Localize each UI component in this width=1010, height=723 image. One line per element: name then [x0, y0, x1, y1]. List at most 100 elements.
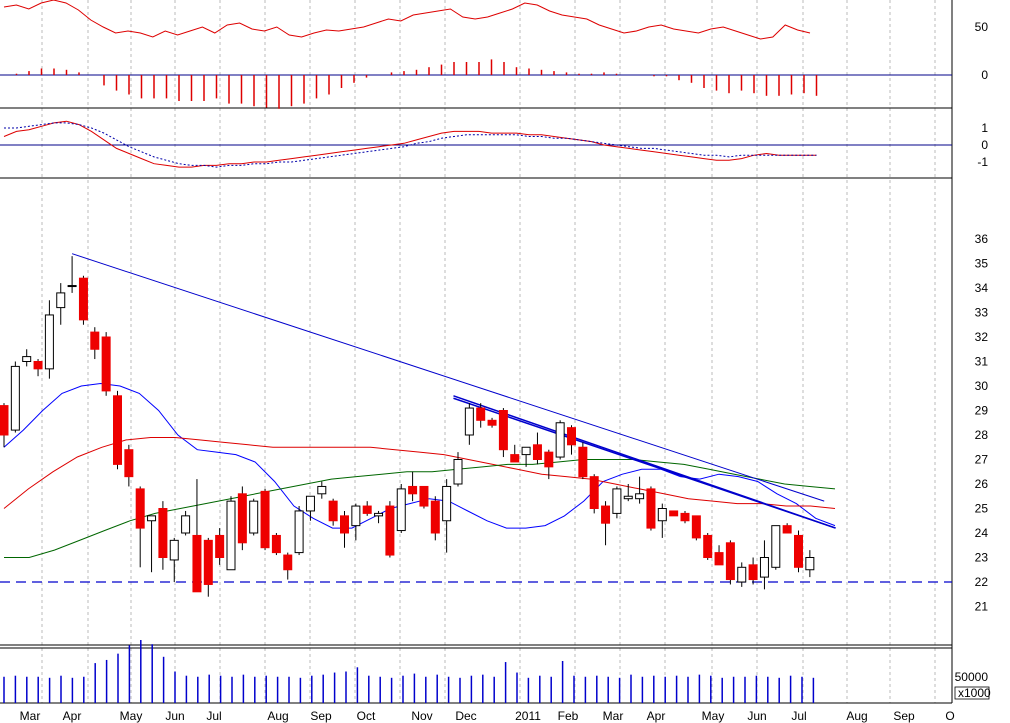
candle [328, 498, 338, 526]
candle-body [181, 515, 191, 534]
y-tick-label: 22 [975, 575, 989, 589]
candle-body [44, 314, 54, 370]
candle-body [419, 485, 429, 507]
panel-frames [0, 0, 953, 704]
candle-body [680, 512, 690, 522]
x-tick-label: 2011 [515, 709, 541, 723]
x-tick-label: Nov [411, 709, 432, 723]
y-tick-label: 50 [975, 20, 989, 34]
candle [67, 256, 77, 293]
candle [646, 486, 656, 531]
price-panel [0, 253, 952, 597]
candle [124, 444, 134, 487]
momentum-histogram-panel [0, 59, 952, 109]
candle-body [635, 493, 645, 500]
y-tick-label: 34 [975, 281, 989, 295]
candle-body [317, 485, 327, 495]
candle-body [158, 508, 168, 558]
candle [725, 540, 735, 585]
x-tick-label: Apr [647, 709, 666, 723]
candle [10, 361, 20, 433]
y-tick-label: 27 [975, 453, 989, 467]
candle [680, 510, 690, 524]
trendline [71, 253, 825, 502]
candle [669, 510, 679, 517]
candle-body [249, 500, 259, 534]
x-tick-label: Apr [63, 709, 82, 723]
candle [147, 515, 157, 573]
candle-body [748, 564, 758, 581]
candle-body [147, 515, 157, 522]
y-tick-label: 29 [975, 404, 989, 418]
x-axis-labels: Mar Apr May Jun Jul Aug Sep Oct Nov Dec 2011 Feb Mar… [20, 709, 955, 723]
candle-body [487, 419, 497, 426]
candle [22, 349, 32, 367]
candle-body [476, 407, 486, 421]
candle-body [498, 410, 508, 451]
candle [317, 481, 327, 499]
candle [0, 403, 9, 448]
candle-body [305, 495, 315, 512]
candle [510, 444, 520, 463]
candle [567, 425, 576, 455]
candle-body [771, 525, 781, 568]
x-tick-label: O [945, 709, 954, 723]
candle [442, 479, 452, 553]
candle [408, 471, 418, 502]
candle-body [385, 505, 395, 556]
candle [90, 327, 100, 360]
y-tick-label: 30 [975, 379, 989, 393]
candle [635, 476, 645, 504]
x-tick-label: Sep [310, 709, 332, 723]
candle-body [578, 446, 588, 478]
y-tick-label: 1 [981, 121, 988, 135]
candle [782, 523, 792, 534]
candle-body [510, 454, 520, 463]
volume-panel [3, 640, 815, 703]
vertical-gridlines [41, 0, 936, 703]
candle [294, 506, 304, 556]
candle-body [113, 395, 122, 465]
candle-body [782, 525, 792, 534]
candle-body [78, 277, 88, 321]
candle-body [703, 534, 713, 559]
x-tick-label: May [120, 709, 143, 723]
x-tick-label: Jul [206, 709, 221, 723]
candle-body [351, 505, 361, 527]
y-tick-label: 31 [975, 355, 989, 369]
x-tick-label: Mar [20, 709, 41, 723]
candle-body [169, 539, 179, 561]
candle [453, 452, 463, 487]
macd-signal-line [4, 122, 817, 168]
trendline [453, 397, 836, 529]
candle [589, 474, 599, 514]
candle-body [464, 407, 474, 436]
y-tick-label: 50000 [955, 670, 989, 684]
candle-body [544, 451, 554, 468]
candle-body [203, 539, 213, 585]
y-tick-label: 0 [981, 68, 988, 82]
candle-body [192, 534, 202, 593]
candle [555, 420, 565, 460]
candle [714, 545, 724, 566]
candle [737, 562, 747, 587]
candle-body [340, 515, 349, 534]
candle-body [669, 510, 679, 517]
candle [135, 486, 145, 568]
candle-body [260, 490, 270, 549]
candle-body [215, 534, 225, 559]
candle [340, 510, 349, 548]
candle [612, 486, 622, 519]
candle-body [408, 485, 418, 495]
y-tick-label: 23 [975, 551, 989, 565]
candle-body [657, 508, 667, 522]
candle [476, 403, 486, 428]
x-tick-label: Jun [747, 709, 766, 723]
candle [215, 528, 225, 565]
candle-body [612, 488, 622, 514]
candle-body [532, 444, 542, 460]
candle [521, 446, 531, 467]
candle-body [328, 500, 338, 522]
candle-body [442, 485, 452, 522]
